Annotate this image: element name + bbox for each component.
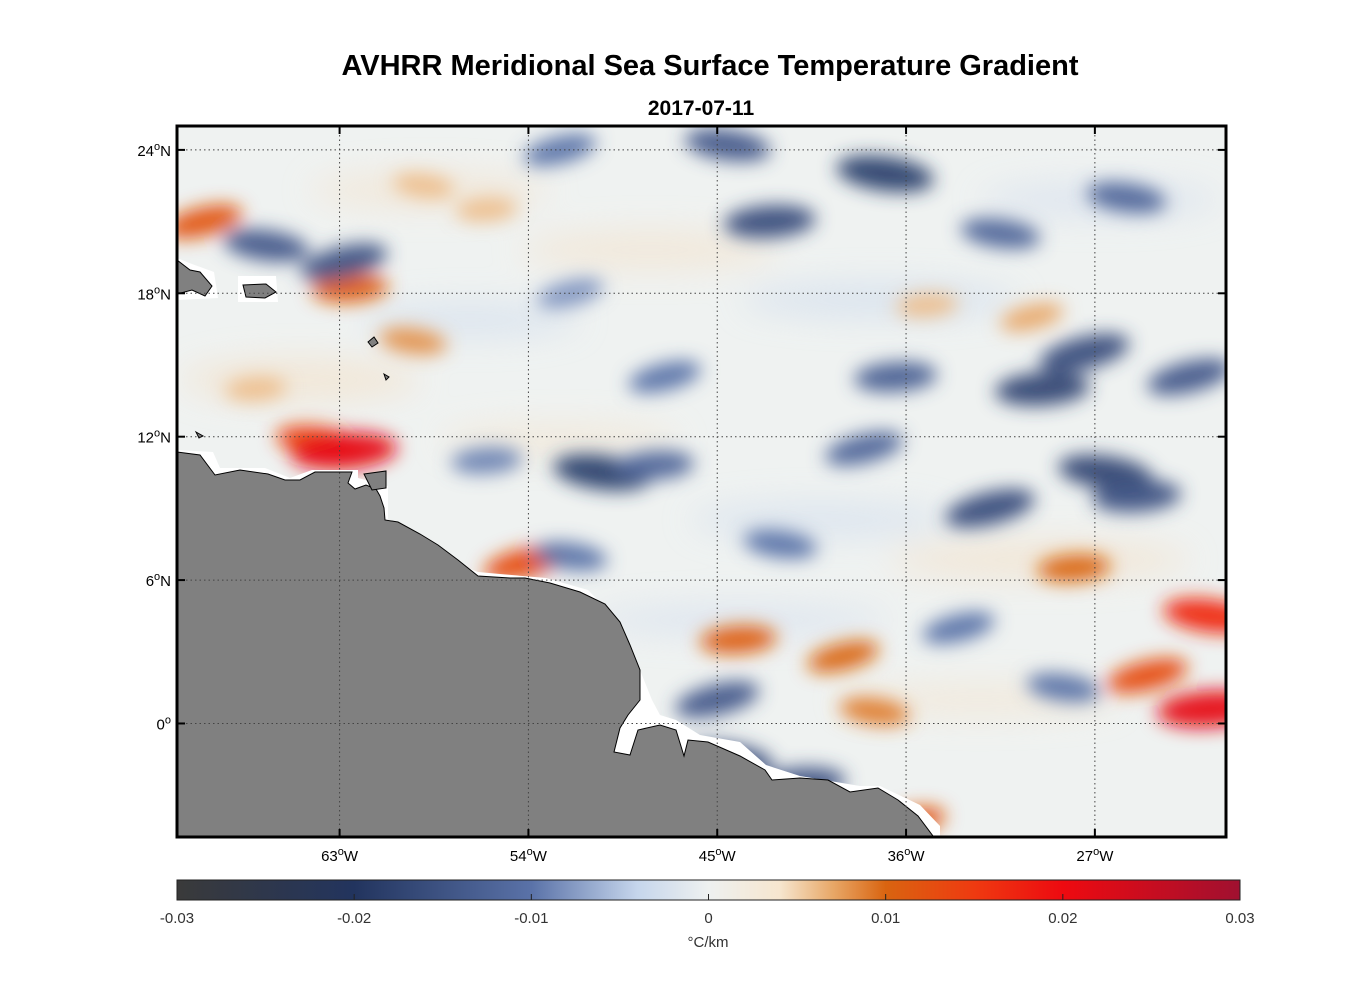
- cold-gradient-feature: [614, 450, 695, 481]
- lat-tick-label: 24oN: [137, 141, 171, 160]
- warm-gradient-feature: [311, 274, 389, 303]
- chart-title: AVHRR Meridional Sea Surface Temperature…: [341, 50, 1078, 82]
- warm-gradient-feature: [177, 204, 243, 239]
- cold-gradient-feature: [743, 529, 817, 559]
- axis-ticks: [177, 126, 1226, 837]
- lat-tick-label: 12oN: [137, 428, 171, 447]
- longitude-labels: 63oW 54oW 45oW 36oW 27oW: [321, 846, 1114, 865]
- texture-layer: [180, 172, 1220, 716]
- colorbar-tick-label: 0.03: [1225, 910, 1254, 927]
- cold-gradient-feature: [1086, 182, 1166, 214]
- colorbar-tick-label: 0: [704, 910, 712, 927]
- lon-tick-label: 45oW: [699, 846, 737, 865]
- warm-gradient-feature: [379, 327, 447, 355]
- warm-gradient-feature: [896, 293, 958, 318]
- lat-tick-label: 18oN: [137, 284, 171, 303]
- cold-gradient-feature: [628, 361, 701, 393]
- colorbar-tick-label: -0.03: [160, 910, 194, 927]
- colorbar-tick-label: -0.02: [337, 910, 371, 927]
- texture-band: [890, 540, 1190, 580]
- warm-gradient-feature: [1163, 598, 1226, 634]
- warm-gradient-feature: [1106, 658, 1188, 694]
- trinidad-land: [363, 470, 387, 491]
- cold-gradient-feature: [1026, 673, 1101, 702]
- guadeloupe-land: [367, 336, 379, 348]
- warm-gradient-feature: [392, 173, 455, 199]
- texture-band: [520, 230, 780, 270]
- colorbar-ticks: -0.03 -0.02 -0.01 0 0.01 0.02 0.03: [160, 894, 1255, 927]
- land-masses: [177, 258, 940, 837]
- cold-gradient-feature: [1092, 480, 1182, 513]
- texture-band: [590, 604, 890, 636]
- warm-gradient-feature: [699, 625, 777, 654]
- texture-band: [740, 282, 1020, 318]
- cold-gradient-feature: [825, 431, 904, 466]
- chart-subtitle: 2017-07-11: [648, 97, 755, 120]
- cold-gradient-feature: [854, 361, 938, 392]
- cold-gradient-feature: [1147, 358, 1226, 396]
- texture-band: [180, 358, 420, 402]
- puerto-rico-land: [242, 283, 277, 299]
- south-america-land: [177, 451, 935, 837]
- lon-tick-label: 36oW: [888, 846, 926, 865]
- cold-gradient-feature: [223, 229, 309, 262]
- cold-gradient-feature: [537, 278, 604, 309]
- cold-gradient-feature: [922, 612, 995, 644]
- colorbar-label: °C/km: [688, 934, 729, 951]
- colorbar-tick-label: 0.01: [871, 910, 900, 927]
- cold-gradient-feature: [533, 541, 608, 571]
- warm-gradient-feature: [290, 432, 398, 470]
- cold-gradient-feature: [300, 243, 388, 281]
- cold-gradient-feature: [685, 128, 771, 162]
- map-frame: [175, 124, 1228, 839]
- warm-gradient-feature: [1036, 554, 1111, 582]
- cold-gradient-feature: [723, 205, 816, 239]
- map-area: [177, 126, 1226, 837]
- warm-gradient-feature: [807, 640, 880, 673]
- cold-gradient-feature: [995, 372, 1090, 406]
- cold-gradient-feature: [1039, 333, 1130, 373]
- cold-gradient-feature: [945, 489, 1035, 528]
- warm-gradient-feature: [1000, 302, 1064, 332]
- warm-gradient-feature: [455, 197, 518, 222]
- colorbar-tick-label: -0.01: [514, 910, 548, 927]
- gridlines: [177, 126, 1226, 837]
- texture-band: [690, 502, 950, 538]
- warm-gradient-feature: [1156, 690, 1226, 728]
- cold-gradient-feature: [451, 447, 522, 474]
- lat-tick-label: 6oN: [146, 571, 171, 590]
- lon-tick-label: 63oW: [321, 846, 359, 865]
- barbados-land: [383, 372, 390, 381]
- colorbar: -0.03 -0.02 -0.01 0 0.01 0.02 0.03 °C/km: [160, 879, 1255, 951]
- warm-gradient-feature: [839, 697, 910, 726]
- lat-tick-label: 0o: [157, 714, 171, 733]
- lon-tick-label: 54oW: [510, 846, 548, 865]
- latitude-labels: 24oN 18oN 12oN 6oN 0o: [137, 141, 171, 734]
- lon-tick-label: 27oW: [1076, 846, 1114, 865]
- cold-gradient-feature: [675, 681, 760, 718]
- cold-gradient-feature: [836, 155, 934, 193]
- warm-gradient-feature: [224, 377, 287, 401]
- cold-gradient-feature: [960, 218, 1041, 249]
- colorbar-tick-label: 0.02: [1048, 910, 1077, 927]
